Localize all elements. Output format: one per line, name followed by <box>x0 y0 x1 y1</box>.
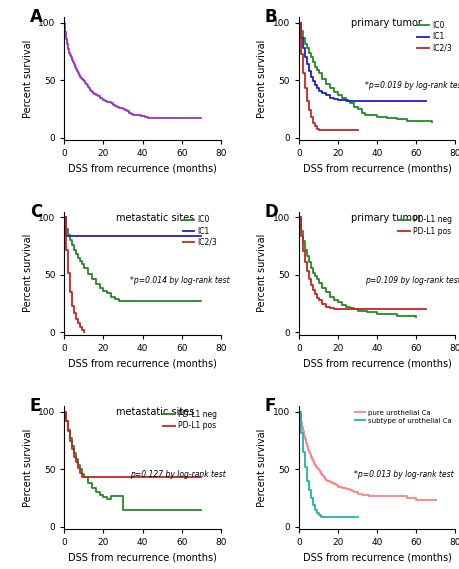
X-axis label: DSS from recurrence (months): DSS from recurrence (months) <box>302 164 451 174</box>
Legend: PD-L1 neg, PD-L1 pos: PD-L1 neg, PD-L1 pos <box>397 216 451 236</box>
Text: *p=0.019 by log-rank test: *p=0.019 by log-rank test <box>364 81 459 90</box>
Text: primary tumor: primary tumor <box>350 18 420 28</box>
Legend: IC0, IC1, IC2/3: IC0, IC1, IC2/3 <box>416 21 451 52</box>
Text: metastatic sites: metastatic sites <box>116 213 194 223</box>
Text: primary tumor: primary tumor <box>350 213 420 223</box>
Text: B: B <box>264 9 277 26</box>
Y-axis label: Percent survival: Percent survival <box>257 428 267 507</box>
Text: *p=0.013 by log-rank test: *p=0.013 by log-rank test <box>353 471 453 480</box>
Legend: IC0, IC1, IC2/3: IC0, IC1, IC2/3 <box>182 216 217 247</box>
X-axis label: DSS from recurrence (months): DSS from recurrence (months) <box>68 164 217 174</box>
Text: E: E <box>30 398 41 415</box>
Legend: pure urothelial Ca, subtype of urothelial Ca: pure urothelial Ca, subtype of urothelia… <box>354 410 451 424</box>
Y-axis label: Percent survival: Percent survival <box>22 234 33 312</box>
Text: F: F <box>264 398 275 415</box>
Text: A: A <box>30 9 43 26</box>
Y-axis label: Percent survival: Percent survival <box>257 234 267 312</box>
X-axis label: DSS from recurrence (months): DSS from recurrence (months) <box>68 552 217 563</box>
Text: metastatic sites: metastatic sites <box>116 407 194 417</box>
Legend: PD-L1 neg, PD-L1 pos: PD-L1 neg, PD-L1 pos <box>163 410 217 430</box>
Y-axis label: Percent survival: Percent survival <box>257 39 267 118</box>
X-axis label: DSS from recurrence (months): DSS from recurrence (months) <box>302 358 451 368</box>
Text: p=0.109 by log-rank test: p=0.109 by log-rank test <box>364 276 459 285</box>
Text: C: C <box>30 203 42 221</box>
Text: *p=0.014 by log-rank test: *p=0.014 by log-rank test <box>130 276 229 285</box>
Y-axis label: Percent survival: Percent survival <box>22 39 33 118</box>
Text: D: D <box>264 203 278 221</box>
Text: p=0.127 by log-rank test: p=0.127 by log-rank test <box>130 471 225 480</box>
X-axis label: DSS from recurrence (months): DSS from recurrence (months) <box>68 358 217 368</box>
Y-axis label: Percent survival: Percent survival <box>22 428 33 507</box>
X-axis label: DSS from recurrence (months): DSS from recurrence (months) <box>302 552 451 563</box>
